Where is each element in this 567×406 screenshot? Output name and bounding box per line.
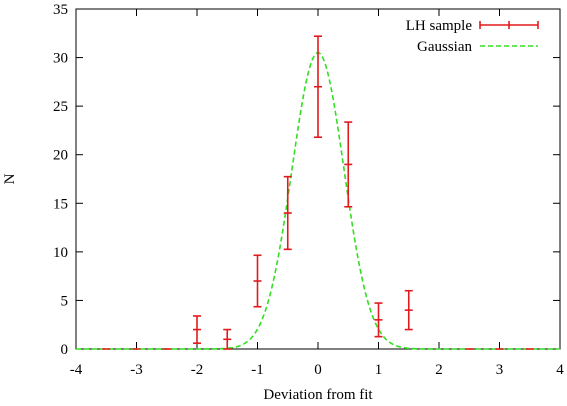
- x-tick-label: 0: [314, 362, 322, 378]
- y-tick-label: 15: [53, 196, 68, 212]
- errorbar-point: [223, 328, 232, 350]
- legend: LH sample Gaussian: [406, 18, 539, 55]
- errorbar-point: [404, 289, 413, 331]
- legend-label-gaussian: Gaussian: [417, 39, 472, 55]
- x-tick-label: 4: [556, 362, 564, 378]
- y-tick-label: 0: [61, 342, 69, 358]
- y-tick-label: 25: [53, 99, 68, 115]
- y-tick-label: 35: [53, 2, 68, 18]
- x-tick-label: 1: [375, 362, 383, 378]
- x-tick-label: -1: [251, 362, 264, 378]
- x-tick-label: -4: [70, 362, 83, 378]
- errorbar-point: [344, 121, 353, 208]
- y-tick-label: 20: [53, 148, 68, 164]
- errorbar-point: [193, 315, 201, 344]
- y-tick-label: 10: [53, 245, 68, 261]
- y-tick-label: 30: [53, 51, 68, 67]
- x-tick-label: -3: [130, 362, 143, 378]
- y-tick-label: 5: [61, 293, 69, 309]
- errorbar-point: [314, 35, 322, 139]
- x-axis-ticks: -4 -3 -2 -1 0 1 2 3 4: [70, 9, 564, 378]
- x-tick-label: 3: [496, 362, 504, 378]
- y-axis-ticks: 0 5 10 15 20 25 30 35: [53, 2, 560, 358]
- x-tick-label: 2: [435, 362, 443, 378]
- errorbar-point: [374, 302, 383, 338]
- errorbar-points-layer: [102, 35, 534, 350]
- x-axis-label: Deviation from fit: [263, 387, 373, 403]
- errorbar-point: [253, 254, 262, 308]
- legend-label-lh-sample: LH sample: [406, 18, 473, 34]
- x-tick-label: -2: [191, 362, 204, 378]
- errorbar-point: [283, 175, 292, 251]
- y-axis-label: N: [2, 173, 18, 184]
